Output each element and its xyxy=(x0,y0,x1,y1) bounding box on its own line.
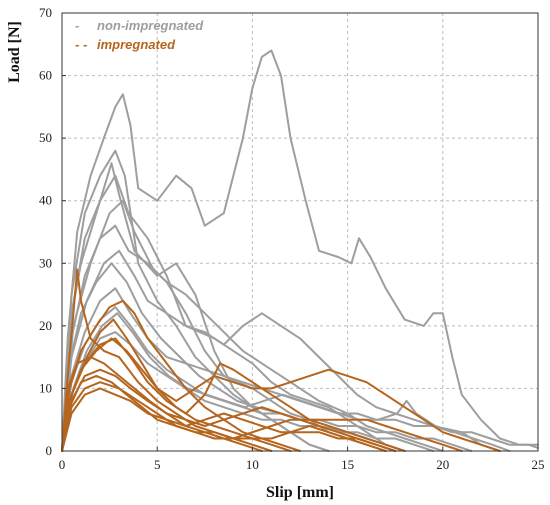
y-tick-label: 50 xyxy=(39,130,52,145)
x-tick-label: 10 xyxy=(246,457,259,472)
series-lines xyxy=(61,49,539,452)
y-tick-label: 40 xyxy=(39,193,52,208)
non-impregnated-series-line xyxy=(61,49,539,452)
impregnated-series-line xyxy=(61,318,387,452)
x-tick-label: 15 xyxy=(341,457,354,472)
y-tick-label: 10 xyxy=(39,380,52,395)
non-impregnated-series-line xyxy=(61,224,444,452)
y-tick-label: 60 xyxy=(39,68,52,83)
x-tick-label: 25 xyxy=(532,457,545,472)
x-tick-label: 5 xyxy=(154,457,161,472)
impregnated-series-line xyxy=(61,381,463,452)
impregnated-series-line xyxy=(61,387,397,452)
non-impregnated-series-line xyxy=(61,312,511,452)
x-tick-label: 20 xyxy=(436,457,449,472)
impregnated-series-line xyxy=(61,337,406,452)
non-impregnated-series-line xyxy=(61,249,501,452)
legend: - non-impregnated - - impregnated xyxy=(75,18,204,52)
x-tick-labels: 0 5 10 15 20 25 xyxy=(59,447,545,472)
legend-marker: - xyxy=(75,18,79,33)
impregnated-series-line xyxy=(61,368,397,452)
y-axis-title: Load [N] xyxy=(6,21,23,83)
impregnated-series-line xyxy=(61,374,292,452)
y-tick-label: 0 xyxy=(46,443,53,458)
x-axis-title: Slip [mm] xyxy=(266,484,334,501)
y-tick-label: 30 xyxy=(39,255,52,270)
non-impregnated-series-line xyxy=(61,162,330,452)
legend-label: impregnated xyxy=(97,37,176,52)
y-tick-label: 20 xyxy=(39,318,52,333)
impregnated-series-line xyxy=(61,356,263,452)
y-tick-labels: 0 10 20 30 40 50 60 70 xyxy=(39,5,66,458)
non-impregnated-series-line xyxy=(61,331,435,452)
x-tick-label: 0 xyxy=(59,457,66,472)
impregnated-series-line xyxy=(61,299,301,452)
legend-label: non-impregnated xyxy=(97,18,204,33)
y-tick-label: 70 xyxy=(39,5,52,20)
plot-frame xyxy=(61,12,539,452)
legend-marker: - - xyxy=(75,37,87,52)
